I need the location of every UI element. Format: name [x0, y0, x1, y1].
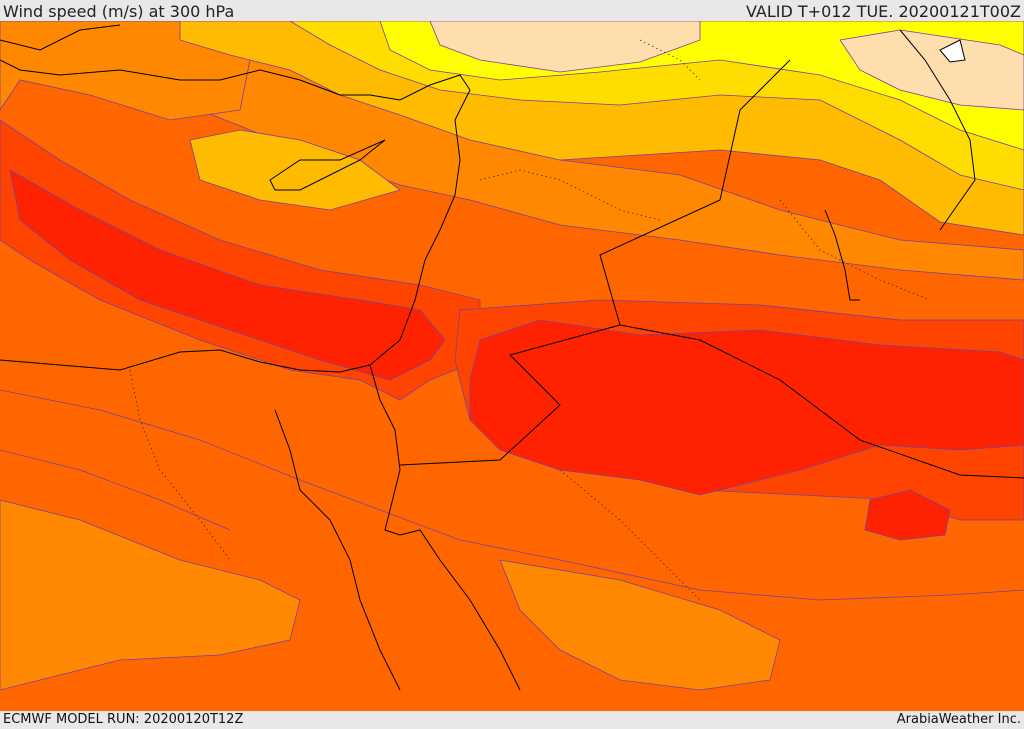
band-amber-island [189, 129, 401, 211]
wind-speed-map [0, 21, 1024, 711]
contour-line [0, 449, 231, 531]
credit: ArabiaWeather Inc. [896, 712, 1021, 727]
header-bar: Wind speed (m/s) at 300 hPa VALID T+012 … [0, 0, 1024, 21]
band-pale [429, 21, 701, 73]
band-orange-south-mid [499, 559, 781, 691]
footer-bar: ECMWF MODEL RUN: 20200120T12Z ArabiaWeat… [0, 711, 1024, 729]
band-red-jet-core-west [9, 169, 446, 381]
band-red-core-blob [864, 489, 951, 541]
contour-line [0, 389, 1024, 601]
map-canvas [0, 21, 1024, 711]
band-red-jet-core-east [469, 319, 1024, 496]
valid-time: VALID T+012 TUE. 20200121T00Z [745, 2, 1021, 21]
band-pale-east [839, 29, 1024, 111]
map-title: Wind speed (m/s) at 300 hPa [3, 2, 235, 21]
band-orange-south [0, 499, 301, 691]
model-run: ECMWF MODEL RUN: 20200120T12Z [3, 712, 244, 727]
internal-borders [129, 39, 931, 601]
coastlines [0, 24, 1024, 691]
